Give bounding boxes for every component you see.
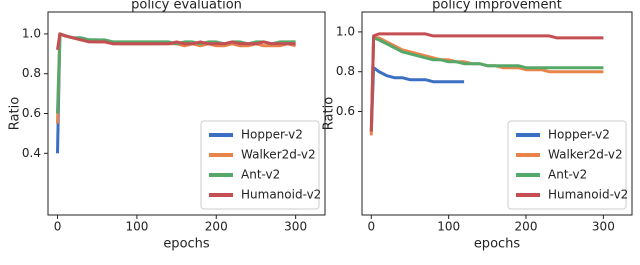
y-tick-label: 1.0 xyxy=(336,24,355,38)
y-tick-label: 0.8 xyxy=(22,66,41,80)
y-tick-label: 0.8 xyxy=(336,64,355,78)
y-axis-label: Ratio xyxy=(8,97,23,130)
y-tick-label: 0.6 xyxy=(22,106,41,120)
series-line xyxy=(56,32,296,124)
legend-box xyxy=(507,120,627,210)
chart-title: policy evaluation xyxy=(131,0,242,13)
y-tick-label: 0.6 xyxy=(336,104,355,118)
x-tick-label: 300 xyxy=(284,220,307,234)
x-tick-label: 300 xyxy=(592,220,615,234)
legend-label: Ant-v2 xyxy=(548,168,587,182)
series-line xyxy=(369,36,604,132)
legend-label: Walker2d-v2 xyxy=(241,148,316,162)
x-tick-label: 100 xyxy=(125,220,148,234)
plot-frame xyxy=(47,11,326,216)
x-tick-label: 200 xyxy=(205,220,228,234)
x-tick-label: 0 xyxy=(367,220,375,234)
legend-label: Humanoid-v2 xyxy=(241,188,321,202)
y-tick-label: 0.4 xyxy=(22,146,41,160)
series-line xyxy=(56,32,296,51)
x-tick-label: 100 xyxy=(437,220,460,234)
y-axis-label: Ratio xyxy=(322,97,337,130)
series-line xyxy=(369,32,604,132)
x-axis-label: epochs xyxy=(474,237,521,252)
legend-label: Hopper-v2 xyxy=(548,128,610,142)
x-tick-label: 200 xyxy=(515,220,538,234)
legend-label: Ant-v2 xyxy=(241,168,280,182)
chart-title: policy improvement xyxy=(432,0,562,13)
legend-label: Hopper-v2 xyxy=(241,128,303,142)
legend-box xyxy=(200,120,320,210)
legend-label: Walker2d-v2 xyxy=(548,148,623,162)
legend-label: Humanoid-v2 xyxy=(548,188,628,202)
plot-frame xyxy=(361,11,633,216)
series-line xyxy=(369,66,465,132)
x-axis-label: epochs xyxy=(163,237,210,252)
x-tick-label: 0 xyxy=(54,220,62,234)
y-tick-label: 1.0 xyxy=(22,26,41,40)
series-line xyxy=(56,32,161,154)
